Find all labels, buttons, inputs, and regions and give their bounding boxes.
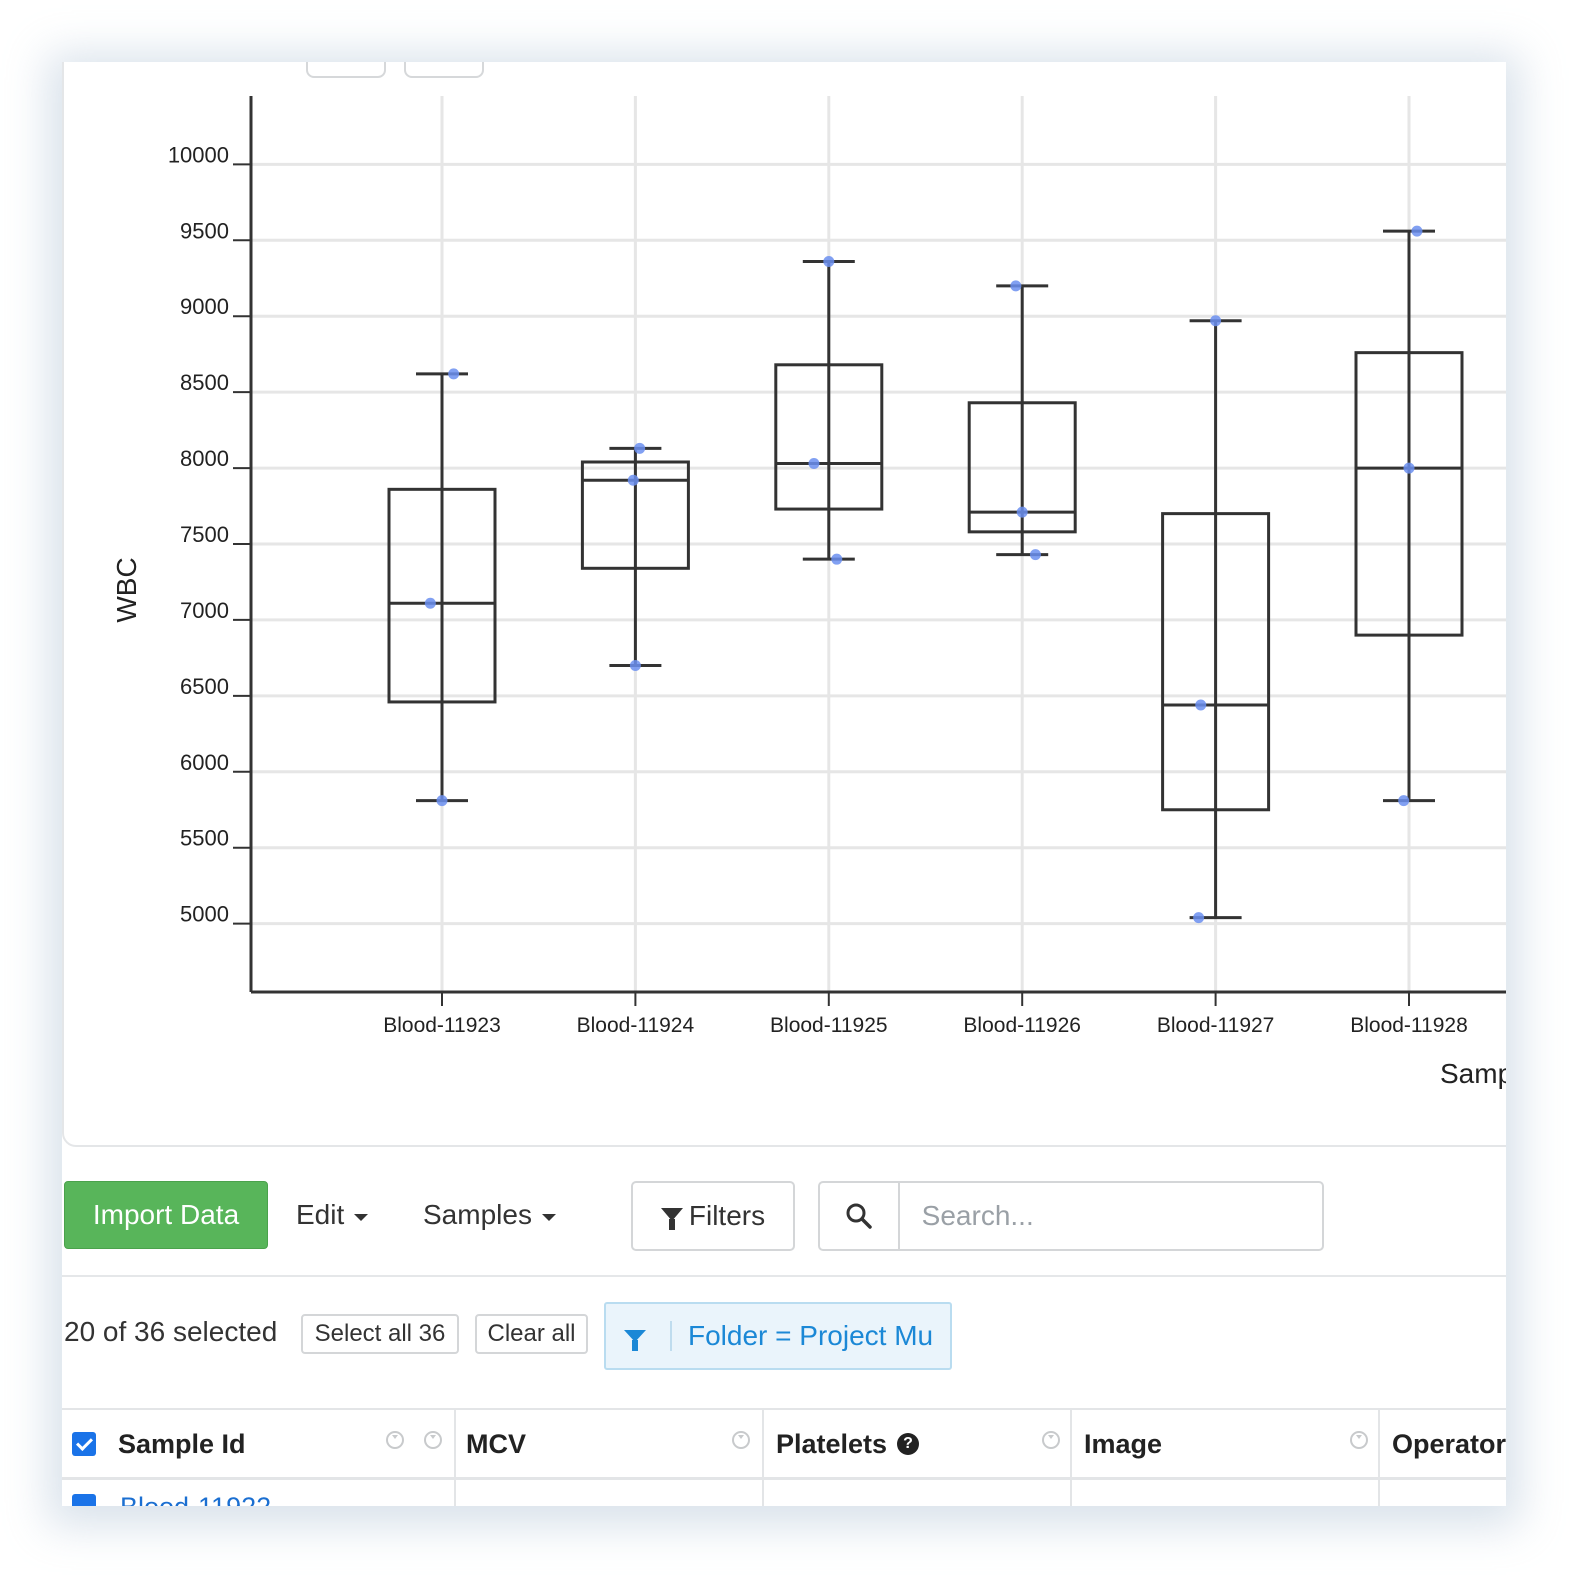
toolbar: Import Data Edit Samples Filters <box>62 1180 1506 1252</box>
chevron-down-icon <box>541 1213 556 1221</box>
filter-icon <box>660 1207 683 1230</box>
column-menu-icon[interactable] <box>424 1431 442 1449</box>
filters-button[interactable]: Filters <box>631 1181 795 1251</box>
box-iqr <box>774 363 884 511</box>
x-tick-label: Blood-11928 <box>1350 1014 1468 1037</box>
data-point <box>831 553 843 565</box>
box-iqr <box>580 460 690 570</box>
app-window: 5000 5500 6000 6500 7000 7500 8000 8500 9000 9500… <box>62 62 1506 1506</box>
selection-bar: 20 of 36 selected Select all 36 Clear al… <box>62 1302 1506 1374</box>
column-menu-icon[interactable] <box>1350 1431 1368 1449</box>
column-label: Platelets <box>776 1428 888 1459</box>
box-iqr <box>967 401 1077 534</box>
box-iqr <box>1161 512 1271 812</box>
toolbar-divider <box>62 1275 1506 1277</box>
y-tick-label: 7500 <box>180 522 229 547</box>
chart-panel <box>62 62 1506 1147</box>
data-point <box>436 795 448 807</box>
column-header-operator[interactable]: Operator <box>1380 1410 1506 1478</box>
column-divider <box>762 1480 764 1506</box>
x-tick-label: Blood-11925 <box>770 1014 888 1037</box>
y-tick-label: 8000 <box>180 446 229 471</box>
column-label: Operator <box>1392 1428 1506 1459</box>
sample-id-link[interactable]: Blood-11922 <box>120 1492 271 1506</box>
edit-dropdown-label: Edit <box>296 1199 345 1230</box>
clear-all-button[interactable]: Clear all <box>475 1314 588 1354</box>
column-divider <box>1378 1480 1380 1506</box>
y-axis-label: WBC <box>111 557 142 622</box>
column-menu-icon[interactable] <box>1042 1431 1060 1449</box>
select-all-button[interactable]: Select all 36 <box>301 1314 459 1354</box>
chevron-down-icon <box>354 1213 369 1221</box>
data-point <box>1398 795 1410 807</box>
data-point <box>1193 912 1205 924</box>
table-row[interactable]: Blood-11922 <box>62 1480 1506 1506</box>
filters-button-label: Filters <box>688 1200 766 1231</box>
sort-icon[interactable] <box>386 1431 404 1449</box>
import-data-button[interactable]: Import Data <box>64 1181 268 1249</box>
x-tick-label: Blood-11926 <box>963 1014 1081 1037</box>
search-input[interactable] <box>899 1183 1322 1249</box>
y-tick-label: 8500 <box>180 370 229 395</box>
data-point <box>629 659 641 671</box>
y-tick-label: 6000 <box>180 750 229 775</box>
y-tick-label: 9000 <box>180 294 229 319</box>
filter-icon <box>624 1330 646 1351</box>
x-axis-label: Samp <box>1440 1058 1506 1089</box>
active-filter-chip[interactable]: Folder = Project Mu <box>604 1302 952 1370</box>
data-point <box>634 442 646 454</box>
y-tick-label: 10000 <box>168 142 229 167</box>
chart-top-button-1[interactable] <box>306 62 386 78</box>
edit-dropdown[interactable]: Edit <box>296 1181 369 1249</box>
column-header-platelets[interactable]: Platelets ? <box>764 1410 1072 1478</box>
column-header-image[interactable]: Image <box>1072 1410 1380 1478</box>
chart-top-button-2[interactable] <box>404 62 484 78</box>
column-header-sample-id[interactable]: Sample Id <box>62 1410 456 1478</box>
x-tick-label: Blood-11927 <box>1157 1014 1275 1037</box>
y-tick-label: 5500 <box>180 826 229 851</box>
data-point <box>1016 506 1028 518</box>
box-iqr <box>387 487 497 704</box>
data-point <box>1195 699 1207 711</box>
help-icon[interactable]: ? <box>897 1433 920 1455</box>
wbc-box-plot: 5000 5500 6000 6500 7000 7500 8000 8500 9000 9500… <box>111 96 1506 1089</box>
data-point <box>627 474 639 486</box>
chip-separator <box>670 1321 672 1351</box>
column-divider <box>454 1480 456 1506</box>
data-point <box>823 256 835 268</box>
samples-dropdown-label: Samples <box>423 1199 532 1230</box>
y-tick-label: 5000 <box>180 902 229 927</box>
data-point <box>1010 280 1022 292</box>
table-header: Sample Id MCV Platelets ? Image Operator <box>62 1408 1506 1480</box>
column-label: Image <box>1084 1428 1163 1459</box>
box-iqr <box>1354 351 1464 637</box>
y-tick-label: 6500 <box>180 674 229 699</box>
samples-dropdown[interactable]: Samples <box>423 1181 556 1249</box>
column-menu-icon[interactable] <box>732 1431 750 1449</box>
search-button[interactable] <box>820 1183 900 1249</box>
row-checkbox[interactable] <box>72 1494 96 1506</box>
x-tick-label: Blood-11924 <box>577 1014 695 1037</box>
search-icon <box>846 1203 872 1229</box>
data-point <box>808 458 820 470</box>
search-box <box>818 1181 1324 1251</box>
data-point <box>424 597 436 609</box>
column-label: MCV <box>466 1428 526 1459</box>
select-all-checkbox[interactable] <box>72 1432 96 1456</box>
selection-count: 20 of 36 selected <box>64 1316 278 1347</box>
data-point <box>1403 462 1415 474</box>
column-header-mcv[interactable]: MCV <box>456 1410 764 1478</box>
data-point <box>448 368 460 380</box>
column-label: Sample Id <box>118 1428 246 1459</box>
y-tick-label: 9500 <box>180 218 229 243</box>
active-filter-label: Folder = Project Mu <box>688 1320 934 1351</box>
data-point <box>1210 315 1222 327</box>
y-tick-label: 7000 <box>180 598 229 623</box>
data-point <box>1411 225 1423 237</box>
column-divider <box>1070 1480 1072 1506</box>
x-tick-label: Blood-11923 <box>383 1014 501 1037</box>
data-point <box>1029 549 1041 561</box>
